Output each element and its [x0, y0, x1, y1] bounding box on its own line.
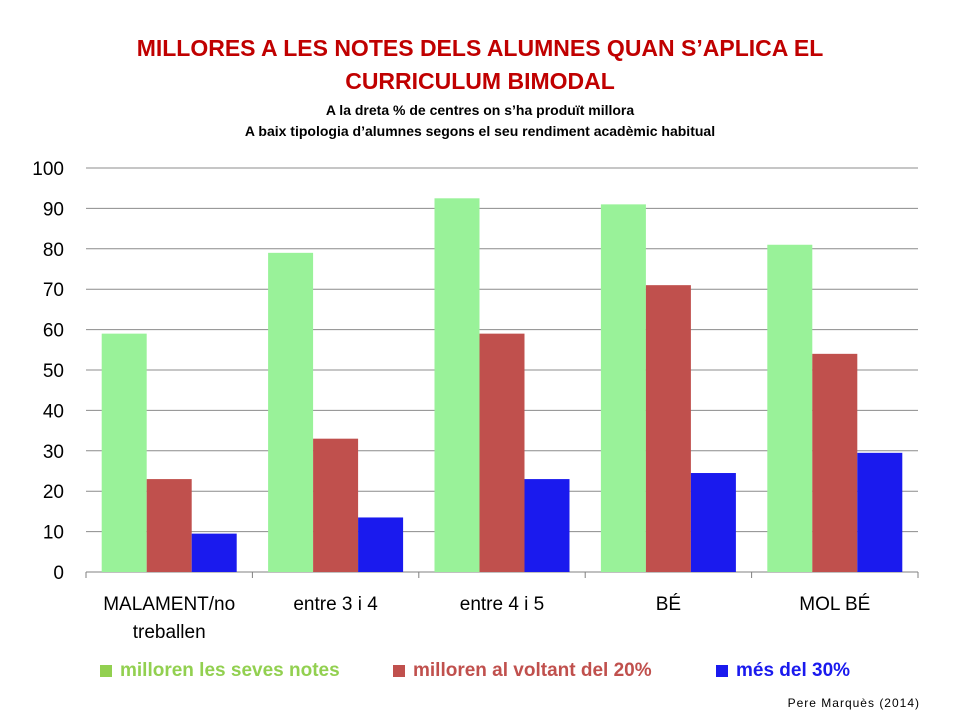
y-tick-label-70: 70 — [43, 280, 64, 301]
y-tick-label-90: 90 — [43, 199, 64, 220]
legend-swatch-series-2 — [716, 665, 728, 677]
bar-series1-cat3 — [645, 285, 691, 572]
y-tick-label-30: 30 — [43, 442, 64, 463]
y-tick-label-50: 50 — [43, 361, 64, 382]
y-tick-label-0: 0 — [53, 563, 64, 584]
bar-series0-cat1 — [268, 252, 314, 572]
x-tick-label-2-line0: entre 4 i 5 — [460, 594, 545, 615]
legend-label-series-0: milloren les seves notes — [120, 660, 340, 681]
chart-legend: milloren les seves notes milloren al vol… — [0, 660, 960, 690]
bar-series1-cat1 — [313, 438, 359, 572]
x-tick-label-3-line0: BÉ — [656, 594, 681, 615]
bar-series0-cat3 — [600, 204, 646, 573]
x-tick-label-4-line0: MOL BÉ — [799, 594, 870, 615]
legend-label-series-2: més del 30% — [736, 660, 851, 681]
bar-series0-cat0 — [101, 333, 147, 572]
credit-text: Pere Marquès (2014) — [787, 696, 920, 710]
bar-series0-cat2 — [434, 198, 480, 573]
bar-series2-cat3 — [690, 473, 736, 572]
bar-chart: 0 10 20 30 40 50 60 70 80 90 100 MALAMENT/no treball… — [32, 159, 919, 643]
x-tick-label-1-line0: entre 3 i 4 — [293, 594, 378, 615]
chart-subtitle-line2: A baix tipologia d’alumnes segons el seu… — [244, 123, 716, 139]
bar-series2-cat2 — [524, 479, 570, 572]
legend-item-series-2: més del 30% — [716, 660, 850, 682]
y-tick-label-40: 40 — [43, 401, 64, 422]
y-tick-label-20: 20 — [43, 482, 64, 503]
bar-series1-cat0 — [146, 479, 192, 572]
bar-series0-cat4 — [767, 244, 813, 572]
legend-swatch-series-0 — [100, 665, 112, 677]
legend-item-series-1: milloren al voltant del 20% — [393, 660, 652, 682]
bar-series1-cat4 — [812, 353, 858, 572]
bar-series2-cat4 — [857, 452, 903, 572]
chart-title-line2: CURRICULUM BIMODAL — [345, 68, 615, 94]
bar-series1-cat2 — [479, 333, 525, 572]
chart-title-line1: MILLORES A LES NOTES DELS ALUMNES QUAN S… — [136, 35, 824, 61]
chart-subtitle-line1: A la dreta % de centres on s’ha produït … — [325, 102, 635, 118]
legend-label-series-1: milloren al voltant del 20% — [413, 660, 652, 681]
y-tick-label-60: 60 — [43, 321, 64, 342]
x-tick-label-0-line1: treballen — [133, 622, 206, 643]
legend-item-series-0: milloren les seves notes — [100, 660, 340, 682]
y-tick-label-100: 100 — [32, 159, 64, 180]
y-tick-label-80: 80 — [43, 240, 64, 261]
x-tick-label-0-line0: MALAMENT/no — [103, 594, 235, 615]
bar-series2-cat0 — [191, 533, 237, 572]
y-tick-label-10: 10 — [43, 523, 64, 544]
legend-swatch-series-1 — [393, 665, 405, 677]
bar-series2-cat1 — [358, 517, 404, 572]
